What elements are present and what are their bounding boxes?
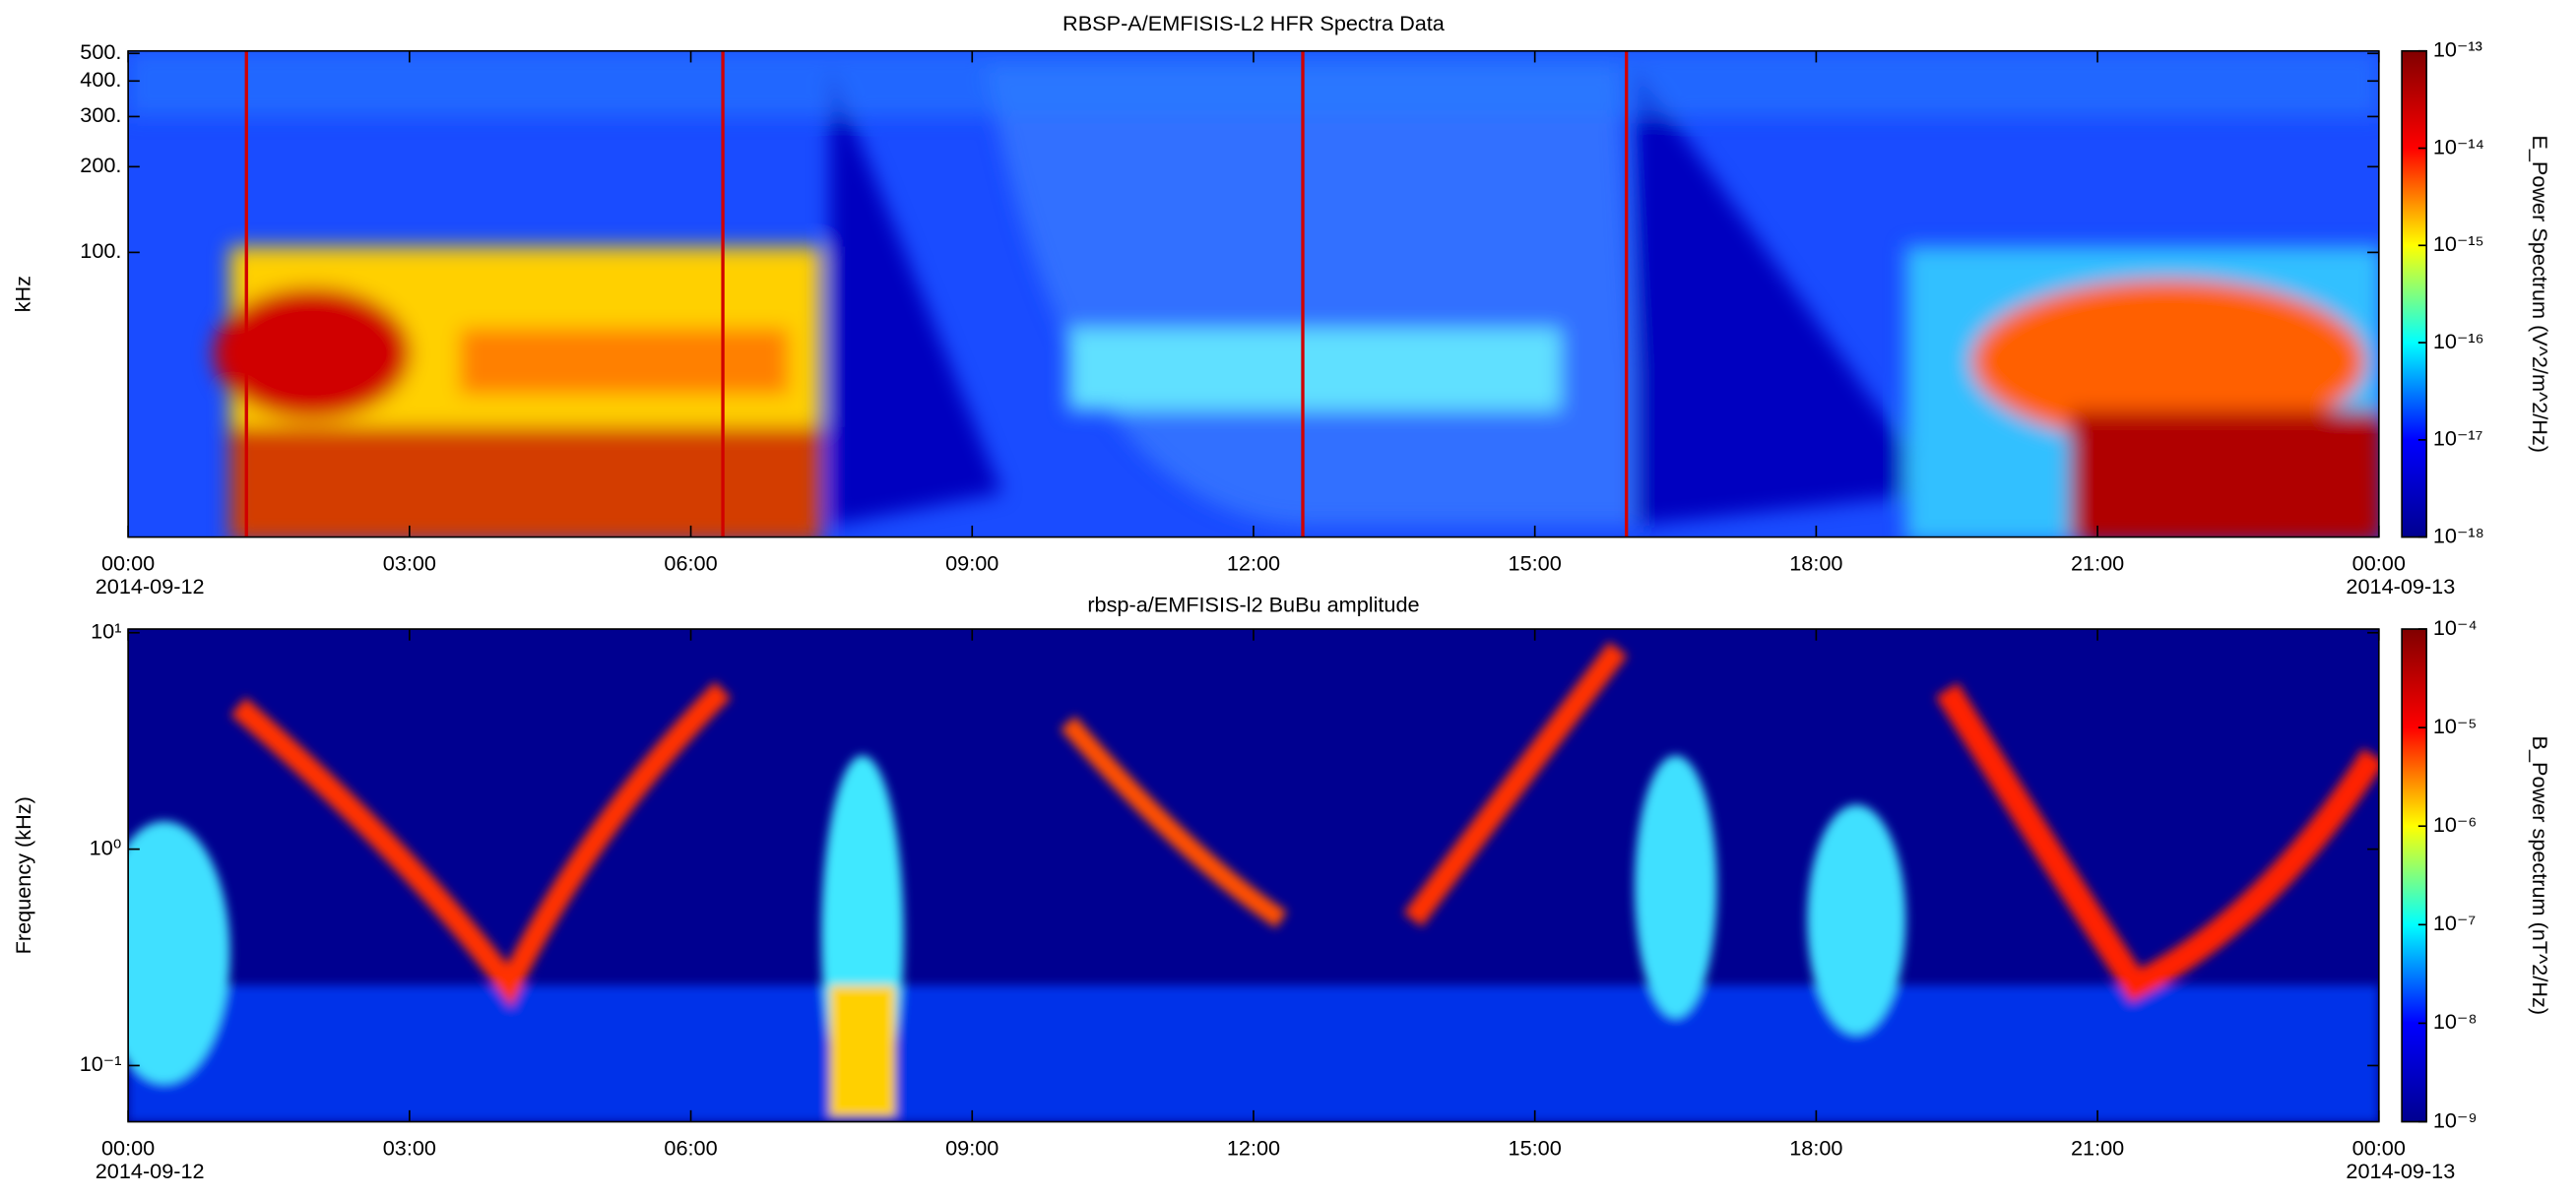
x-tick-label: 15:00 [1509,1136,1562,1161]
end-date: 2014-09-13 [2346,574,2455,599]
x-tick-label: 09:00 [945,1136,998,1161]
x-tick-label: 00:00 [2352,551,2406,576]
x-tick-label: 12:00 [1227,1136,1280,1161]
colorbar-tick-label: 10⁻¹⁶ [2433,329,2484,353]
x-tick-label: 00:00 [101,1136,155,1161]
colorbar-tick-label: 10⁻⁵ [2433,714,2478,738]
colorbar-tick-label: 10⁻¹⁴ [2433,134,2484,158]
colorbar-tick-label: 10⁻¹³ [2433,37,2482,62]
start-date: 2014-09-12 [96,1159,205,1183]
y-tick-label: 10⁰ [90,835,122,859]
y-tick-label: 10⁻¹ [80,1051,122,1076]
colorbar-tick-label: 10⁻⁹ [2433,1107,2478,1132]
colorbar-label: B_Power spectrum (nT^2/Hz) [2528,736,2552,1016]
spectrogram-texture [128,641,2379,1122]
x-tick-label: 15:00 [1509,551,1562,576]
y-axis-label: kHz [11,276,35,312]
x-tick-label: 21:00 [2071,551,2124,576]
colorbar [2401,49,2428,538]
start-date: 2014-09-12 [96,574,205,599]
colorbar-tick-label: 10⁻¹⁷ [2433,426,2483,451]
colorbar-tick-label: 10⁻¹⁵ [2433,231,2484,256]
spectrogram-image [128,50,2379,537]
x-tick-label: 00:00 [101,551,155,576]
x-tick-label: 06:00 [664,1136,717,1161]
y-tick-label: 10¹ [91,619,121,644]
colorbar-tick-label: 10⁻⁴ [2433,615,2478,640]
colorbar-tick-label: 10⁻⁷ [2433,911,2476,935]
y-tick-label: 400. [80,67,121,92]
x-tick-label: 18:00 [1789,551,1842,576]
x-tick-label: 18:00 [1789,1136,1842,1161]
colorbar-label: E_Power Spectrum (V^2/m^2/Hz) [2528,135,2552,453]
x-tick-label: 00:00 [2352,1136,2406,1161]
spectrogram-streaks [244,50,1629,537]
x-tick-label: 09:00 [945,551,998,576]
x-tick-label: 03:00 [383,551,436,576]
y-tick-label: 200. [80,153,121,177]
y-tick-label: 500. [80,39,121,64]
x-tick-label: 06:00 [664,551,717,576]
colorbar-tick-label: 10⁻¹⁸ [2433,523,2484,547]
colorbar [2401,628,2428,1123]
x-tick-label: 12:00 [1227,551,1280,576]
chart-title: rbsp-a/EMFISIS-l2 BuBu amplitude [1087,592,1419,616]
y-axis-label: Frequency (kHz) [11,796,35,954]
y-tick-label: 100. [80,238,121,263]
end-date: 2014-09-13 [2346,1159,2455,1183]
y-tick-label: 300. [80,102,121,127]
colorbar-tick-label: 10⁻⁶ [2433,812,2477,837]
chart-title: RBSP-A/EMFISIS-L2 HFR Spectra Data [1063,11,1446,35]
colorbar-tick-label: 10⁻⁸ [2433,1009,2478,1034]
spectrogram-image [128,629,2379,1122]
x-tick-label: 21:00 [2071,1136,2124,1161]
x-tick-label: 03:00 [383,1136,436,1161]
